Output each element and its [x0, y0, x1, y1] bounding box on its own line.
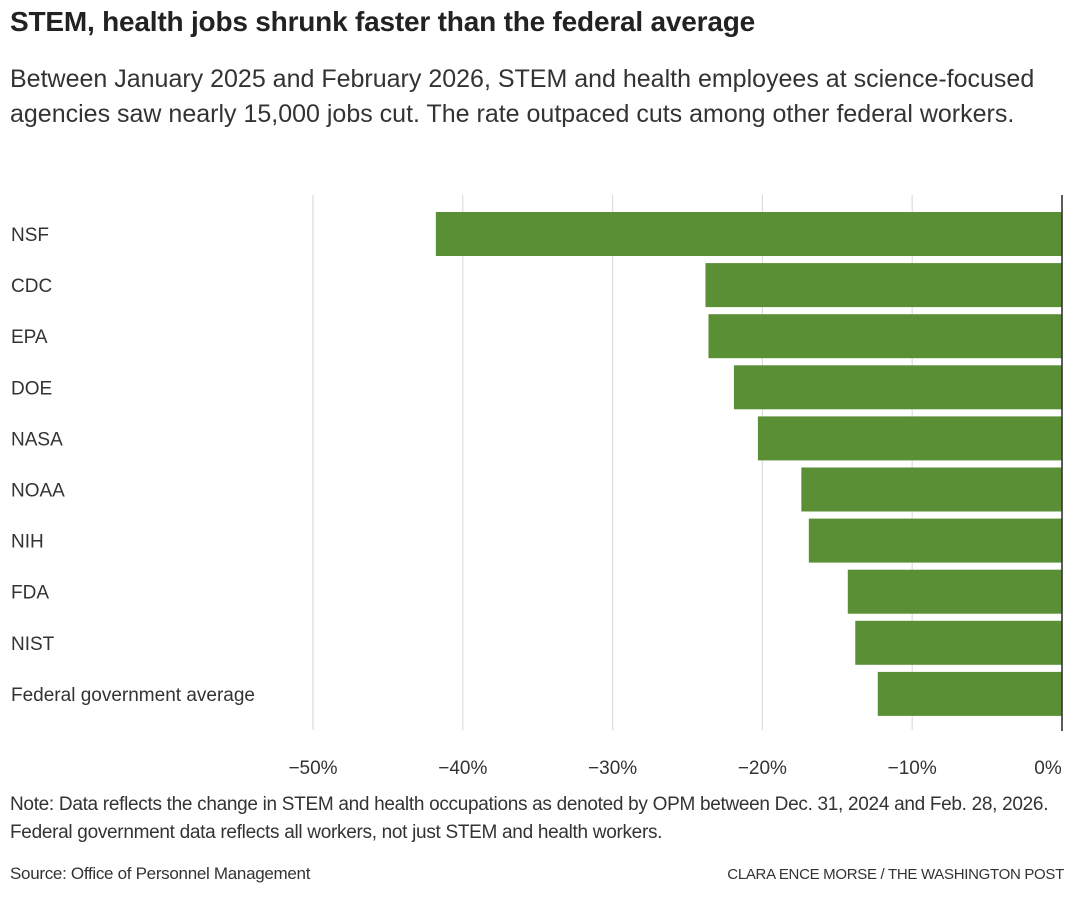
category-label: DOE: [11, 378, 52, 399]
category-label: NSF: [11, 225, 49, 246]
category-label: NIST: [11, 634, 55, 655]
x-tick-label: −20%: [738, 758, 787, 779]
bar: [733, 365, 1062, 410]
bar-chart: NSF CDC EPA DOE NASA NOAA NIH FDA NIST Federal go…: [11, 195, 1063, 779]
bar: [877, 671, 1062, 716]
bar: [705, 263, 1062, 308]
bar: [801, 467, 1062, 512]
x-tick-label: −10%: [888, 758, 937, 779]
bar: [708, 314, 1062, 359]
x-tick-label: −50%: [288, 758, 337, 779]
x-tick-label: 0%: [1034, 758, 1062, 779]
category-label: FDA: [11, 583, 49, 604]
x-tick-label: −40%: [438, 758, 487, 779]
category-label: NOAA: [11, 481, 65, 502]
category-label: EPA: [11, 327, 48, 348]
category-labels: NSF CDC EPA DOE NASA NOAA NIH FDA NIST Federal go…: [11, 225, 255, 706]
category-label: NIH: [11, 532, 44, 553]
chart-source: Source: Office of Personnel Management: [10, 864, 311, 883]
category-label: CDC: [11, 276, 52, 297]
chart-subtitle: Between January 2025 and February 2026, …: [10, 65, 1035, 128]
x-axis-tick-labels: −50% −40% −30% −20% −10% 0%: [288, 758, 1061, 779]
category-label: NASA: [11, 429, 63, 450]
chart-title: STEM, health jobs shrunk faster than the…: [10, 6, 756, 37]
category-label: Federal government average: [11, 685, 255, 706]
chart-credit: CLARA ENCE MORSE / THE WASHINGTON POST: [727, 866, 1064, 883]
bar: [808, 518, 1062, 563]
bar: [847, 569, 1062, 614]
bar: [435, 212, 1062, 256]
bars: [435, 212, 1062, 716]
bar: [855, 620, 1062, 665]
x-tick-label: −30%: [588, 758, 637, 779]
chart-note: Note: Data reflects the change in STEM a…: [10, 794, 1049, 843]
bar: [757, 416, 1062, 461]
